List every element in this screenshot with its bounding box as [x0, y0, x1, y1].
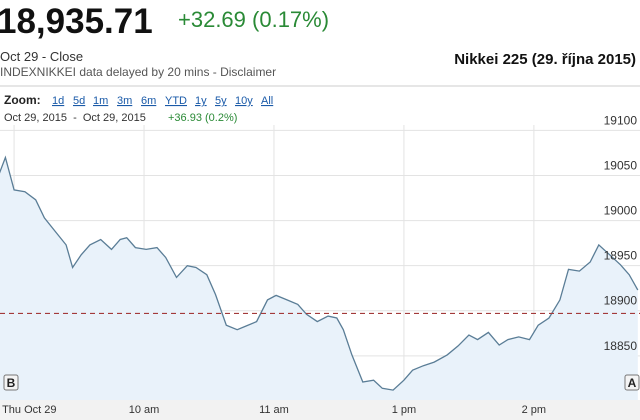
x-tick-label: 10 am: [129, 404, 160, 416]
source-note: INDEXNIKKEI data delayed by 20 mins - Di…: [0, 65, 276, 79]
zoom-option[interactable]: 1d: [52, 95, 64, 107]
y-tick-label: 18900: [604, 294, 638, 308]
y-tick-label: 18950: [604, 249, 638, 263]
zoom-option[interactable]: 10y: [235, 95, 253, 107]
flag: A: [628, 376, 637, 390]
zoom-option[interactable]: 5y: [215, 95, 227, 107]
y-tick-label: 19050: [604, 158, 638, 172]
area: [0, 157, 638, 400]
close-label: Oct 29 - Close: [0, 49, 83, 64]
range-dates: Oct 29, 2015 - Oct 29, 2015: [4, 112, 146, 124]
price: 18,935.71: [0, 2, 153, 41]
flag: B: [7, 376, 16, 390]
zoom-option[interactable]: 3m: [117, 95, 132, 107]
y-tick-label: 19100: [604, 113, 638, 127]
x-axis-band: [0, 400, 640, 420]
zoom-option[interactable]: 5d: [73, 95, 85, 107]
x-tick-label: Thu Oct 29: [2, 404, 56, 416]
zoom-option[interactable]: All: [261, 95, 273, 107]
flag-box: [3, 374, 19, 391]
price-line: [0, 155, 639, 391]
flag-box: [624, 374, 640, 391]
chart-name: Nikkei 225 (29. října 2015): [454, 51, 636, 68]
zoom-option[interactable]: 1y: [195, 95, 207, 107]
zoom-option[interactable]: YTD: [165, 95, 187, 107]
price-change: +32.69 (0.17%): [178, 7, 329, 32]
x-tick-label: 1 pm: [392, 404, 416, 416]
zoom-label: Zoom:: [4, 93, 41, 107]
zoom-option[interactable]: 1m: [93, 95, 108, 107]
zoom-option[interactable]: 6m: [141, 95, 156, 107]
y-tick-label: 19000: [604, 204, 638, 218]
x-tick-label: 2 pm: [522, 404, 546, 416]
y-tick-label: 18850: [604, 339, 638, 353]
range-change: +36.93 (0.2%): [168, 112, 237, 124]
x-tick-label: 11 am: [259, 404, 289, 416]
